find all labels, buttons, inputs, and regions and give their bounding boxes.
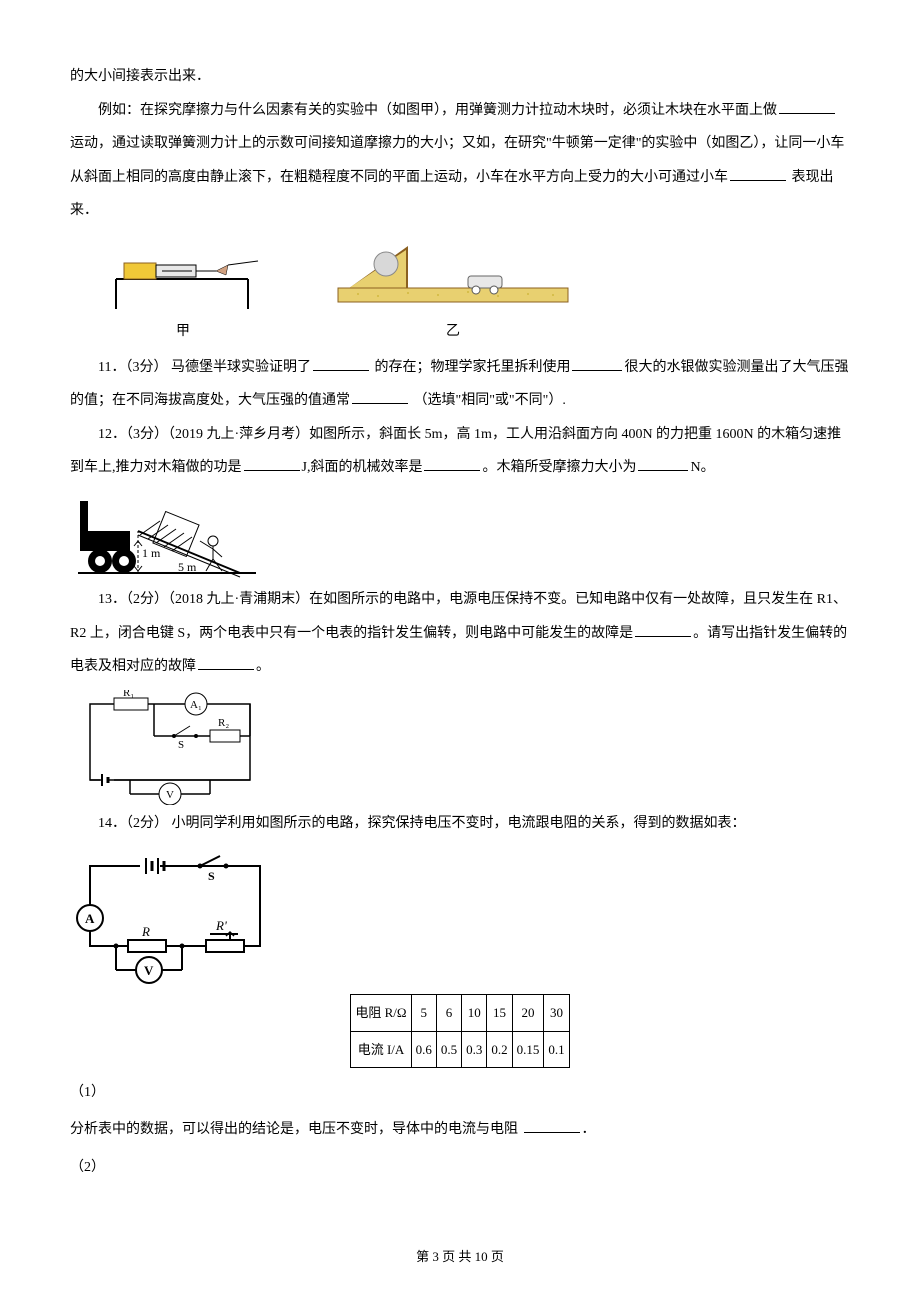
label-r1: R₁ bbox=[123, 690, 134, 699]
sub-question-1-num: （1） bbox=[70, 1076, 850, 1110]
table-cell: 20 bbox=[512, 995, 544, 1031]
data-table-q14: 电阻 R/Ω 5 6 10 15 20 30 电流 I/A 0.6 0.5 0.… bbox=[350, 994, 569, 1067]
label-s-q14: S bbox=[208, 869, 215, 883]
text-seg: 11．（3分） 马德堡半球实验证明了 bbox=[98, 360, 311, 375]
text-seg: 运动，通过读取弹簧测力计上的示数可间接知道摩擦力的大小；又如，在研究"牛顿第一定… bbox=[70, 136, 844, 185]
blank-q11-2 bbox=[572, 357, 622, 371]
table-cell: 15 bbox=[487, 995, 512, 1031]
label-v-q14: V bbox=[144, 963, 154, 978]
label-r2: R₂ bbox=[218, 717, 229, 729]
label-r-q14: R bbox=[141, 924, 150, 939]
text-seg: （选填"相同"或"不同"）. bbox=[410, 393, 566, 408]
table-cell: 电阻 R/Ω bbox=[351, 995, 411, 1031]
table-cell: 0.3 bbox=[462, 1031, 487, 1067]
fig-label-yi: 乙 bbox=[446, 315, 460, 349]
table-cell: 0.2 bbox=[487, 1031, 512, 1067]
question-12: 12．（3分）（2019 九上·萍乡月考）如图所示，斜面长 5m，高 1m，工人… bbox=[70, 418, 850, 485]
figure-q14: S A R R' V bbox=[70, 846, 850, 986]
example-paragraph: 例如：在探究摩擦力与什么因素有关的实验中（如图甲），用弹簧测力计拉动木块时，必须… bbox=[70, 94, 850, 228]
text-seg: 。木箱所受摩擦力大小为 bbox=[482, 460, 636, 475]
blank-q13-1 bbox=[635, 623, 691, 637]
blank-q11-3 bbox=[352, 390, 408, 404]
figure-row-friction: 甲 乙 bbox=[98, 236, 850, 349]
blank-q11-1 bbox=[313, 357, 369, 371]
table-cell: 0.5 bbox=[436, 1031, 461, 1067]
table-cell: 30 bbox=[544, 995, 569, 1031]
text-seg: 分析表中的数据，可以得出的结论是，电压不变时，导体中的电流与电阻 bbox=[70, 1122, 522, 1137]
label-a1: A₁ bbox=[190, 699, 202, 711]
label-a-q14: A bbox=[85, 911, 95, 926]
table-cell: 0.15 bbox=[512, 1031, 544, 1067]
label-rp-q14: R' bbox=[215, 918, 227, 933]
question-11: 11．（3分） 马德堡半球实验证明了 的存在；物理学家托里拆利使用很大的水银做实… bbox=[70, 351, 850, 418]
figure-q12: 1 m 5 m bbox=[70, 491, 850, 581]
blank-sub1 bbox=[524, 1119, 580, 1133]
label-s: S bbox=[178, 739, 184, 751]
table-cell: 10 bbox=[462, 995, 487, 1031]
figure-jia: 甲 bbox=[98, 241, 268, 349]
table-cell: 0.6 bbox=[411, 1031, 436, 1067]
blank-motion bbox=[779, 100, 835, 114]
text-seg: N。 bbox=[690, 460, 714, 475]
text-seg: J,斜面的机械效率是 bbox=[302, 460, 423, 475]
question-14: 14．（2分） 小明同学利用如图所示的电路，探究保持电压不变时，电流跟电阻的关系… bbox=[70, 807, 850, 841]
question-13: 13．（2分）（2018 九上·青浦期末）在如图所示的电路中，电源电压保持不变。… bbox=[70, 583, 850, 684]
label-5m: 5 m bbox=[178, 560, 197, 574]
ramp-truck-icon: 1 m 5 m bbox=[70, 491, 260, 581]
text-seg: ． bbox=[582, 1122, 596, 1137]
text-seg: 的存在；物理学家托里拆利使用 bbox=[371, 360, 571, 375]
text-seg: 例如：在探究摩擦力与什么因素有关的实验中（如图甲），用弹簧测力计拉动木块时，必须… bbox=[98, 103, 777, 118]
figure-yi: 乙 bbox=[328, 236, 578, 349]
figure-q13: R₁ A₁ S R₂ V bbox=[70, 690, 850, 805]
sub-question-1-text: 分析表中的数据，可以得出的结论是，电压不变时，导体中的电流与电阻 ． bbox=[70, 1113, 850, 1147]
incline-cart-icon bbox=[328, 236, 578, 311]
table-cell: 0.1 bbox=[544, 1031, 569, 1067]
fig-label-jia: 甲 bbox=[176, 315, 190, 349]
intro-tail: 的大小间接表示出来． bbox=[70, 60, 850, 94]
page-footer: 第 3 页 共 10 页 bbox=[0, 1241, 920, 1272]
circuit-q14-icon: S A R R' V bbox=[70, 846, 280, 986]
table-cell: 5 bbox=[411, 995, 436, 1031]
text-seg: 。 bbox=[256, 659, 270, 674]
table-row: 电流 I/A 0.6 0.5 0.3 0.2 0.15 0.1 bbox=[351, 1031, 569, 1067]
blank-q12-1 bbox=[244, 457, 300, 471]
table-cell: 电流 I/A bbox=[351, 1031, 411, 1067]
blank-q12-2 bbox=[424, 457, 480, 471]
blank-q13-2 bbox=[198, 656, 254, 670]
label-v: V bbox=[166, 789, 174, 801]
label-1m: 1 m bbox=[142, 546, 161, 560]
circuit-q13-icon: R₁ A₁ S R₂ V bbox=[70, 690, 270, 805]
blank-cart bbox=[730, 167, 786, 181]
table-cell: 6 bbox=[436, 995, 461, 1031]
spring-scale-icon bbox=[98, 241, 268, 311]
table-row: 电阻 R/Ω 5 6 10 15 20 30 bbox=[351, 995, 569, 1031]
sub-question-2-num: （2） bbox=[70, 1151, 850, 1185]
blank-q12-3 bbox=[638, 457, 688, 471]
